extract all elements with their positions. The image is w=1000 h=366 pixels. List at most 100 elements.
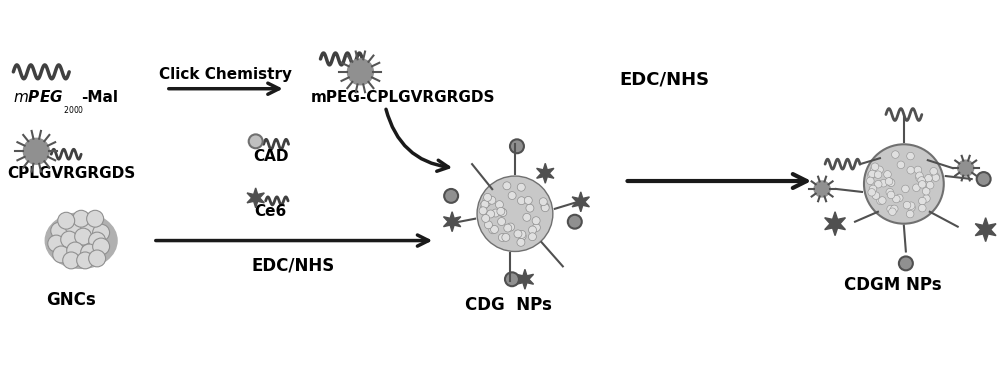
Circle shape (890, 205, 898, 213)
Circle shape (517, 197, 525, 205)
Circle shape (77, 252, 94, 269)
Circle shape (874, 171, 882, 178)
Circle shape (492, 209, 500, 217)
Circle shape (897, 161, 905, 169)
Circle shape (892, 151, 899, 158)
Circle shape (523, 213, 531, 221)
Circle shape (53, 246, 70, 263)
Circle shape (532, 224, 540, 232)
Circle shape (81, 220, 98, 237)
Circle shape (906, 210, 914, 218)
Circle shape (495, 201, 503, 209)
Circle shape (504, 224, 512, 232)
Circle shape (958, 160, 974, 176)
Circle shape (864, 144, 944, 224)
Circle shape (916, 174, 923, 182)
Circle shape (930, 168, 937, 175)
Circle shape (249, 134, 263, 148)
Circle shape (877, 197, 884, 205)
Circle shape (63, 252, 80, 269)
Circle shape (539, 198, 547, 206)
Circle shape (876, 166, 883, 173)
Circle shape (483, 199, 490, 207)
Polygon shape (247, 188, 264, 208)
Circle shape (879, 197, 886, 204)
Circle shape (907, 167, 915, 174)
Circle shape (872, 192, 880, 199)
Circle shape (81, 244, 98, 261)
Circle shape (487, 210, 495, 218)
Circle shape (541, 204, 549, 212)
Circle shape (919, 197, 926, 205)
Circle shape (871, 163, 879, 171)
Circle shape (532, 217, 540, 225)
Text: CDG  NPs: CDG NPs (465, 296, 552, 314)
Circle shape (913, 184, 920, 191)
Circle shape (908, 204, 915, 212)
Circle shape (477, 176, 553, 251)
Circle shape (490, 225, 498, 234)
Polygon shape (443, 212, 461, 232)
Circle shape (868, 171, 875, 179)
Text: $m$PEG: $m$PEG (13, 89, 64, 105)
Circle shape (518, 231, 526, 238)
Circle shape (893, 195, 900, 203)
Circle shape (526, 204, 534, 212)
Circle shape (502, 234, 510, 241)
Circle shape (489, 226, 497, 234)
Text: Ce6: Ce6 (255, 204, 287, 219)
Polygon shape (975, 218, 996, 242)
Text: CAD: CAD (253, 149, 288, 164)
Circle shape (444, 189, 458, 203)
Circle shape (488, 196, 496, 204)
Circle shape (507, 223, 515, 231)
Circle shape (498, 218, 506, 225)
Circle shape (925, 175, 932, 182)
Circle shape (932, 174, 940, 182)
Circle shape (51, 222, 68, 239)
Circle shape (484, 221, 492, 229)
Circle shape (889, 208, 896, 216)
Circle shape (75, 228, 92, 245)
Circle shape (87, 210, 104, 227)
Circle shape (499, 209, 507, 217)
Circle shape (932, 173, 939, 180)
Circle shape (497, 207, 505, 215)
Circle shape (887, 191, 895, 199)
Circle shape (887, 179, 894, 186)
Text: EDC/NHS: EDC/NHS (619, 71, 710, 89)
Circle shape (880, 179, 887, 187)
Circle shape (914, 166, 922, 174)
Circle shape (923, 195, 930, 202)
Circle shape (48, 235, 65, 252)
Circle shape (517, 238, 525, 246)
Circle shape (510, 139, 524, 153)
Text: CPLGVRGRGDS: CPLGVRGRGDS (7, 166, 136, 181)
Circle shape (481, 200, 489, 208)
Circle shape (482, 214, 490, 223)
Circle shape (814, 181, 830, 197)
Ellipse shape (45, 213, 117, 268)
Circle shape (58, 212, 75, 229)
Circle shape (868, 188, 875, 196)
Circle shape (918, 180, 926, 188)
Circle shape (907, 152, 914, 160)
Circle shape (505, 272, 519, 286)
Text: mPEG-CPLGVRGRGDS: mPEG-CPLGVRGRGDS (311, 90, 495, 105)
Circle shape (73, 210, 90, 227)
Circle shape (869, 170, 876, 178)
Circle shape (528, 233, 536, 241)
Circle shape (918, 177, 925, 184)
Circle shape (503, 182, 511, 190)
Circle shape (907, 202, 915, 209)
Circle shape (89, 232, 106, 249)
Text: -Mal: -Mal (81, 90, 118, 105)
Circle shape (867, 177, 874, 184)
Circle shape (65, 217, 82, 234)
Circle shape (899, 257, 913, 270)
Text: GNCs: GNCs (46, 291, 96, 309)
Circle shape (508, 191, 516, 199)
Circle shape (885, 178, 893, 185)
Circle shape (514, 230, 522, 238)
Circle shape (922, 187, 930, 195)
